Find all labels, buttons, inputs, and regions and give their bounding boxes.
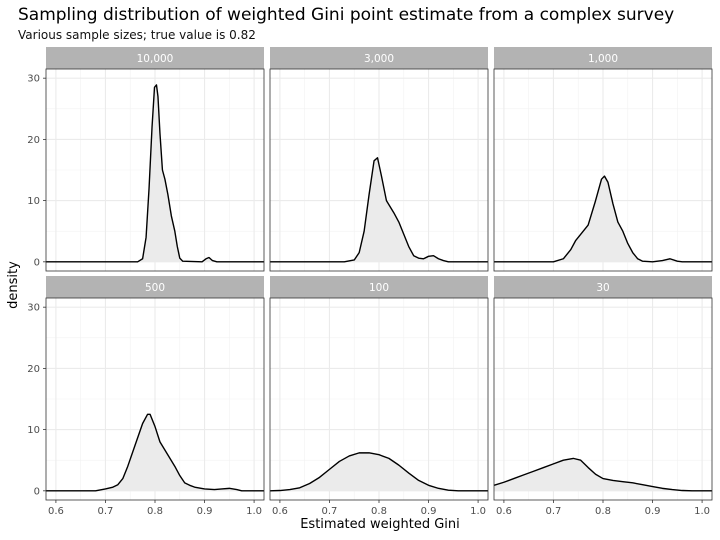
x-tick-label: 0.8 [147,506,163,517]
density-line [46,84,264,263]
x-tick-label: 1.0 [246,506,262,517]
y-tick-label: 30 [27,303,40,314]
density-line [494,175,712,263]
y-tick-label: 10 [27,425,40,436]
facet-label: 1,000 [588,53,618,65]
facet-label: 100 [369,282,389,294]
facet-label: 30 [596,282,609,294]
chart-title: Sampling distribution of weighted Gini p… [18,5,674,25]
facet-panel: 3,000 [269,47,489,272]
y-tick-label: 30 [27,74,40,85]
x-tick-label: 0.7 [322,506,338,517]
facet-strip [270,276,488,298]
y-axis-title: density [6,261,21,309]
facet-strip [270,47,488,69]
x-tick-label: 0.6 [272,506,288,517]
x-tick-label: 0.7 [98,506,114,517]
x-tick-label: 0.6 [48,506,64,517]
facet-panel: 30 0.6 0.7 0.8 0.9 1.0 [493,276,713,517]
density-area [494,176,712,262]
facet-label: 10,000 [137,53,174,65]
x-tick-label: 0.8 [371,506,387,517]
facet-strip [494,276,712,298]
x-tick-label: 0.9 [421,506,437,517]
panel-border [269,68,489,272]
facet-panel: 100 0.6 0.7 0.8 0.9 1.0 [269,276,489,517]
density-line [269,452,488,492]
density-area [46,84,264,262]
x-tick-label: 0.6 [496,506,512,517]
x-tick-label: 1.0 [694,506,710,517]
density-area [270,157,488,262]
density-area [494,458,712,491]
y-tick-label: 0 [34,257,40,268]
density-line [270,157,488,263]
x-tick-label: 0.7 [546,506,562,517]
facet-label: 500 [145,282,165,294]
facet-panel: 1,000 [493,47,713,272]
y-tick-label: 20 [27,364,40,375]
x-tick-label: 0.9 [645,506,661,517]
facet-panels: 10,000 0 10 20 30 3,000 1,000 500 0 10 20 30 0.6 0.7 0… [27,47,713,517]
panel-border [45,68,265,272]
x-tick-label: 0.8 [595,506,611,517]
facet-strip [46,276,264,298]
y-tick-label: 20 [27,135,40,146]
x-tick-label: 0.9 [197,506,213,517]
x-axis-title: Estimated weighted Gini [300,517,460,532]
panel-border [493,68,713,272]
density-area [46,414,264,491]
density-area [270,452,488,491]
chart-subtitle: Various sample sizes; true value is 0.82 [18,28,256,42]
density-line [493,457,712,492]
y-tick-label: 10 [27,196,40,207]
facet-strip [494,47,712,69]
facet-panel: 10,000 0 10 20 30 [27,47,265,272]
facet-label: 3,000 [364,53,394,65]
facet-strip [46,47,264,69]
y-tick-label: 0 [34,486,40,497]
x-tick-label: 1.0 [470,506,486,517]
density-line [46,413,264,492]
facet-panel: 500 0 10 20 30 0.6 0.7 0.8 0.9 1.0 [27,276,265,517]
